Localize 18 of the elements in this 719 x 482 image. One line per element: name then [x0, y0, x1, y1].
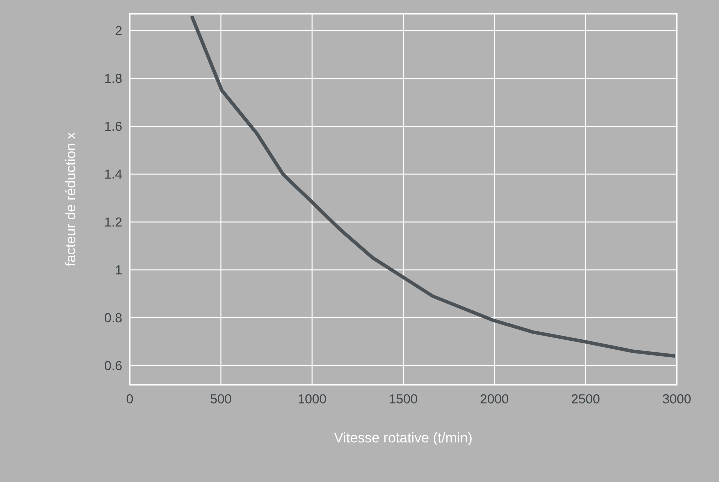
x-tick-label: 2500: [572, 394, 600, 404]
x-tick-label: 1500: [390, 394, 418, 404]
y-tick-label: 2: [116, 26, 122, 36]
y-axis-title: facteur de réduction x: [65, 132, 76, 266]
y-tick-label: 1: [116, 266, 122, 275]
x-tick-label: 3000: [663, 394, 691, 404]
y-tick-label: 1.4: [105, 170, 122, 179]
x-axis-title: Vitesse rotative (t/min): [334, 432, 472, 446]
y-tick-label: 0.6: [104, 361, 122, 370]
x-tick-label: 2000: [480, 394, 509, 404]
y-tick-label: 1.8: [105, 74, 122, 84]
y-tick-label: 1.6: [105, 122, 122, 132]
line-series: [190, 14, 677, 358]
x-tick-label: 500: [210, 394, 232, 404]
x-tick-label: 0: [126, 394, 134, 404]
y-tick-label: 0.8: [104, 313, 122, 323]
x-tick-label: 1000: [298, 394, 326, 404]
y-tick-label: 1.2: [105, 218, 122, 227]
